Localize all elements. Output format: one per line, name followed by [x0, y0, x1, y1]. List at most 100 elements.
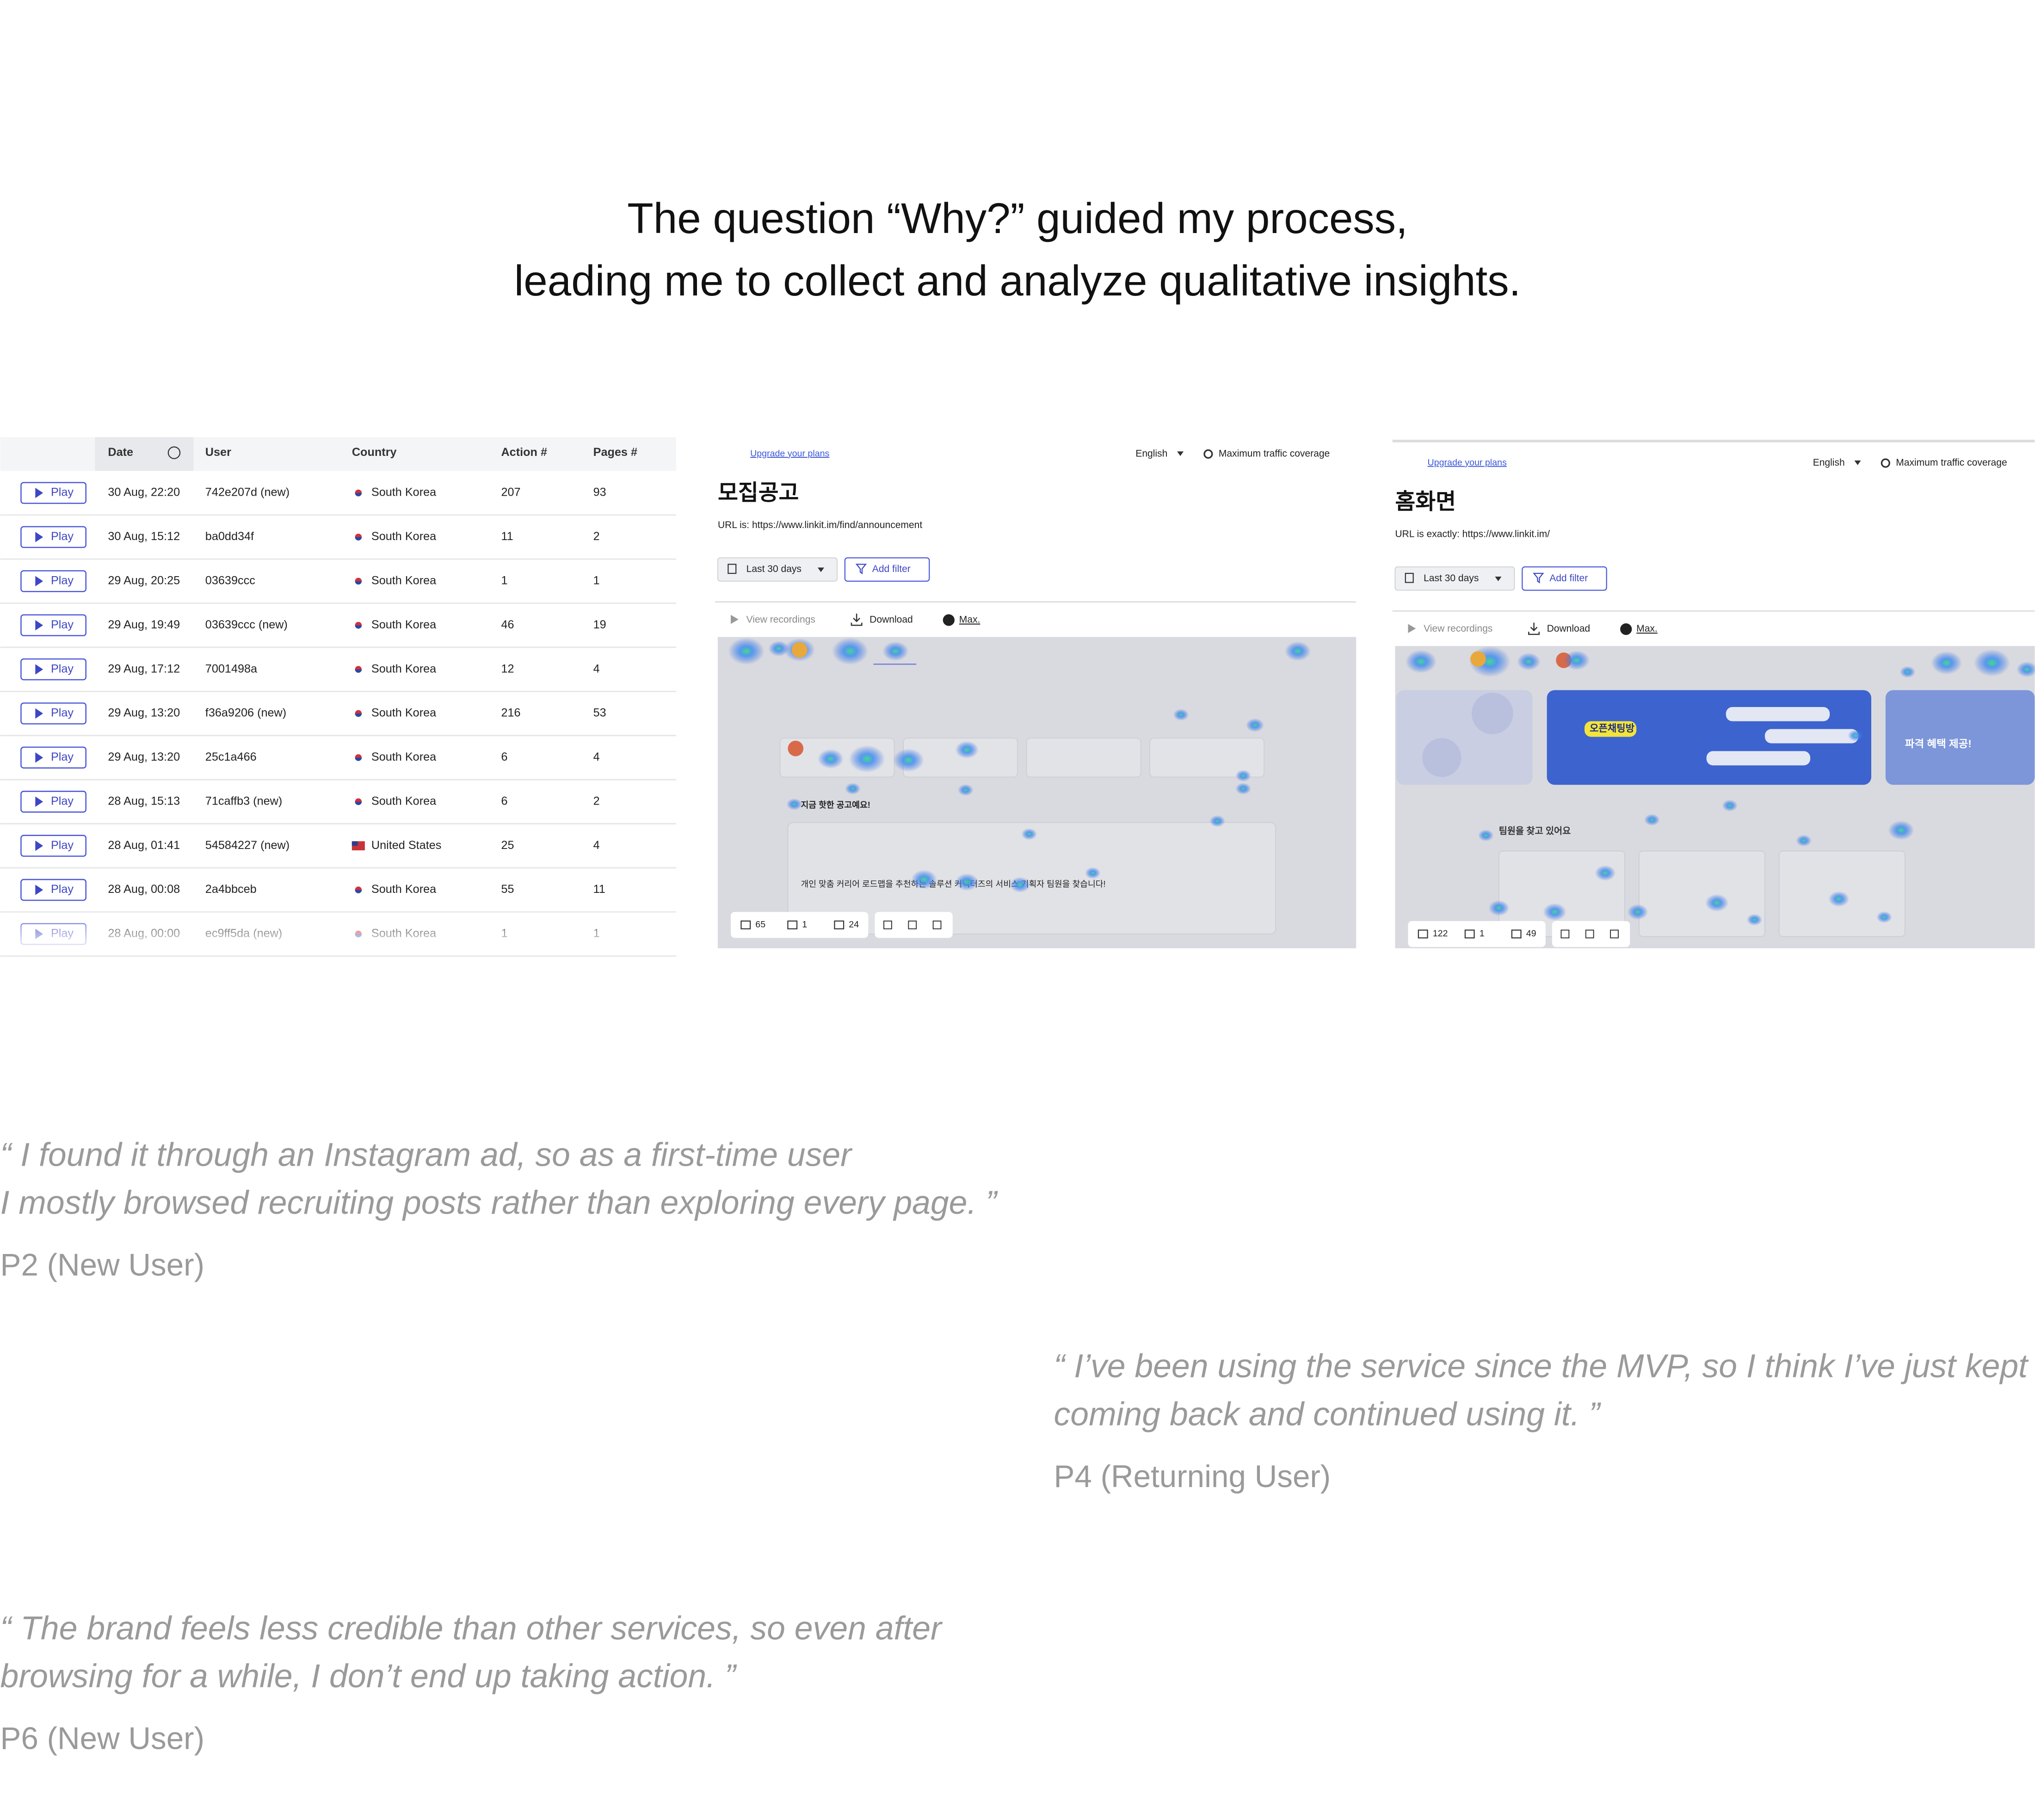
chat-bubble: [1726, 707, 1830, 721]
add-filter: Add filter: [1549, 573, 1588, 584]
play-button[interactable]: [20, 746, 86, 769]
column-header: Action #: [501, 446, 547, 459]
play-label: Play: [51, 750, 74, 763]
language-select[interactable]: English: [1135, 448, 1167, 459]
language-select[interactable]: English: [1813, 457, 1845, 468]
card: [1026, 738, 1141, 778]
heatmap-blob: [1644, 814, 1660, 826]
heatmap-blob: [1888, 820, 1914, 840]
tool-icon[interactable]: [883, 920, 892, 929]
play-button[interactable]: [20, 482, 86, 504]
heatmap-blob: [1796, 835, 1812, 847]
heatmap-blob: [1828, 891, 1850, 907]
quote-author: P6 (New User): [0, 1722, 204, 1756]
play-button[interactable]: [20, 702, 86, 725]
quote-line: coming back and continued using it. ”: [1054, 1396, 1602, 1433]
table-cell: 4: [593, 662, 600, 675]
play-icon: [35, 664, 43, 675]
stat-value: 24: [849, 919, 859, 929]
max[interactable]: Max.: [959, 615, 980, 625]
stats-bar: [731, 912, 869, 938]
play-label: Play: [51, 707, 74, 719]
play-button[interactable]: [20, 791, 86, 813]
table-cell: United States: [371, 839, 442, 852]
quote-line: “ The brand feels less credible than oth…: [0, 1610, 943, 1647]
table-cell: South Korea: [371, 618, 437, 631]
heatmap-blob: [1235, 783, 1251, 795]
table-fade: [0, 908, 677, 948]
date-button[interactable]: [1394, 566, 1515, 591]
table-cell: 03639ccc: [205, 574, 255, 587]
upgrade-link[interactable]: Upgrade your plans: [750, 449, 829, 459]
table-cell: 29 Aug, 13:20: [108, 750, 180, 763]
heatmap-blob: [728, 637, 765, 665]
post-card: [787, 822, 1276, 935]
coverage-select[interactable]: Maximum traffic coverage: [1896, 457, 2007, 468]
play-icon: [35, 487, 43, 498]
play-label: Play: [51, 530, 74, 543]
tool-icon[interactable]: [932, 920, 942, 929]
view-recordings[interactable]: View recordings: [746, 615, 815, 625]
table-cell: 55: [501, 883, 514, 896]
filter-button[interactable]: [1522, 566, 1607, 591]
heatmap-blob: [1564, 650, 1590, 670]
calendar-icon: [728, 564, 737, 574]
tool-icon[interactable]: [908, 920, 917, 929]
stat-value: 49: [1526, 928, 1536, 939]
table-cell: 207: [501, 486, 520, 499]
table-cell: 29 Aug, 19:49: [108, 618, 180, 631]
table-bg: [0, 437, 677, 948]
play-button[interactable]: [20, 658, 86, 681]
table-cell: 11: [501, 530, 513, 543]
download[interactable]: Download: [1547, 623, 1591, 634]
table-cell: ba0dd34f: [205, 530, 254, 543]
stats-bar: [1408, 921, 1546, 947]
coverage-select[interactable]: Maximum traffic coverage: [1219, 448, 1330, 459]
heatmap-blob: [1021, 828, 1037, 840]
filter-button[interactable]: [844, 557, 930, 582]
play-button[interactable]: [20, 879, 86, 901]
flag: [355, 537, 362, 541]
table-cell: 29 Aug, 20:25: [108, 574, 180, 587]
heatmap-blob: [2016, 661, 2035, 677]
table-cell: 6: [501, 750, 507, 763]
tool-icon[interactable]: [1585, 929, 1594, 939]
card: [1638, 850, 1765, 937]
highlight: [1584, 721, 1637, 737]
view-recordings[interactable]: View recordings: [1424, 623, 1492, 634]
flag: [355, 581, 362, 585]
download[interactable]: Download: [870, 615, 913, 625]
table-cell: South Korea: [371, 662, 437, 675]
tools-bar: [875, 912, 953, 938]
table-cell: 25c1a466: [205, 750, 257, 763]
play-button[interactable]: [20, 526, 86, 548]
table-cell: 6: [501, 794, 507, 807]
calendar-icon: [1405, 572, 1414, 583]
tool-icon[interactable]: [1560, 929, 1570, 939]
add-filter: Add filter: [872, 564, 911, 574]
upgrade-link[interactable]: Upgrade your plans: [1428, 458, 1507, 468]
heatmap-blob: [1876, 911, 1892, 923]
heatmap-blob: [1543, 903, 1566, 921]
tool-icon[interactable]: [1610, 929, 1619, 939]
stat-icon: [1511, 929, 1522, 939]
stat-value: 1: [802, 919, 807, 929]
play-button[interactable]: [20, 614, 86, 636]
play-icon: [35, 796, 43, 807]
title-line: leading me to collect and analyze qualit…: [514, 257, 1521, 305]
heatmap-text: 오픈채팅방: [1590, 723, 1634, 734]
date-button[interactable]: [717, 557, 838, 582]
date-range: Last 30 days: [746, 564, 802, 574]
heatmap-blob: [1705, 894, 1729, 912]
heatmap-blob: [768, 640, 789, 657]
flag: [355, 890, 362, 893]
table-cell: 2: [593, 794, 600, 807]
heatmap-blob: [1848, 730, 1864, 742]
play-button[interactable]: [20, 835, 86, 857]
max[interactable]: Max.: [1636, 623, 1658, 634]
sort-icon: [167, 446, 181, 459]
table-cell: 4: [593, 839, 600, 852]
flag: [355, 757, 362, 761]
play-button[interactable]: [20, 570, 86, 592]
